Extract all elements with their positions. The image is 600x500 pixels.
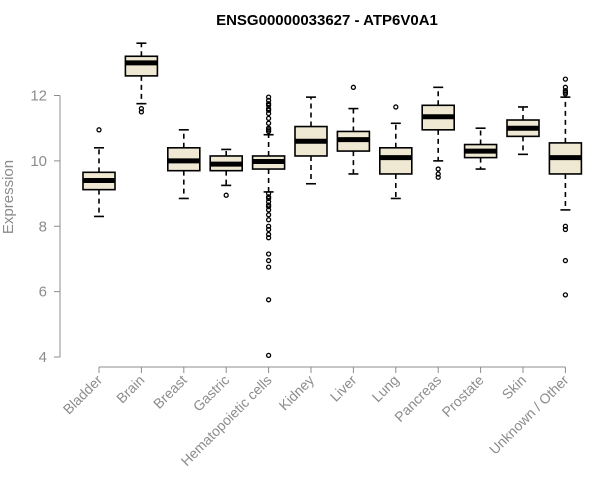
outlier-point [265,257,272,264]
outlier-point [435,166,441,172]
outlier-point [265,94,272,100]
x-tick-label: Brain [113,372,147,406]
x-tick-label: Bladder [60,372,106,418]
box-bladder [82,127,116,218]
outlier-point [562,292,569,298]
outlier-point [265,352,272,359]
box-brain [124,42,159,115]
x-tick-label: Breast [150,372,190,412]
outlier-point [265,264,272,270]
outlier-point [265,226,272,233]
x-tick-label: Liver [327,372,360,405]
x-tick-label: Skin [499,372,530,403]
outlier-point [350,84,357,90]
outlier-point [265,115,272,122]
outlier-point [265,190,272,197]
x-tick-label: Pancreas [391,372,444,425]
box-gastric [209,148,243,198]
outlier-point [265,125,272,131]
outlier-point [265,101,272,107]
x-tick-label: Prostate [439,372,487,420]
outlier-point [562,87,569,94]
outlier-point [562,223,569,229]
outlier-point [265,231,272,238]
outlier-point [265,251,272,257]
box-kidney [294,96,328,185]
outlier-point [265,235,272,241]
box-breast [167,129,201,200]
y-tick-label: 12 [30,88,47,105]
x-tick-label: Unknown / Other [486,372,572,458]
box-lung [378,104,413,200]
y-tick-label: 6 [39,284,47,301]
box-skin [506,106,540,156]
box-iqr [124,55,159,77]
outlier-point [265,217,272,223]
outlier-point [265,120,272,126]
outlier-point [265,105,272,112]
outlier-point [265,297,272,303]
outlier-point [562,76,569,82]
outlier-point [265,110,272,117]
outlier-point [562,257,569,264]
boxes-group [82,42,583,359]
outlier-point [265,207,272,213]
outlier-point [562,226,569,233]
outlier-point [138,105,145,112]
y-tick-label: 10 [30,153,47,170]
box-liver [336,84,371,175]
box-unknown-other [548,76,583,298]
outlier-point [265,223,272,229]
outlier-point [265,194,272,200]
outlier-point [265,202,272,208]
box-prostate [463,127,498,170]
outlier-point [435,171,441,177]
y-tick-label: 8 [39,218,47,235]
outlier-point [265,97,272,104]
y-tick-label: 4 [39,349,47,366]
x-tick-label: Kidney [276,372,318,414]
outlier-point [223,192,229,198]
outlier-point [265,212,272,218]
chart-title: ENSG00000033627 - ATP6V0A1 [216,12,438,29]
outlier-point [138,109,145,115]
outlier-point [96,127,102,133]
outlier-point [265,199,272,205]
y-axis-label: Expression [0,160,17,234]
outlier-point [393,104,399,110]
y-axis: 4 6 8 10 12 [30,88,61,366]
x-tick-label: Lung [369,372,402,405]
outlier-point [562,84,569,90]
box-hematopoietic-cells [251,94,286,359]
box-iqr [378,147,413,175]
outlier-point [435,174,441,180]
box-pancreas [421,86,456,180]
